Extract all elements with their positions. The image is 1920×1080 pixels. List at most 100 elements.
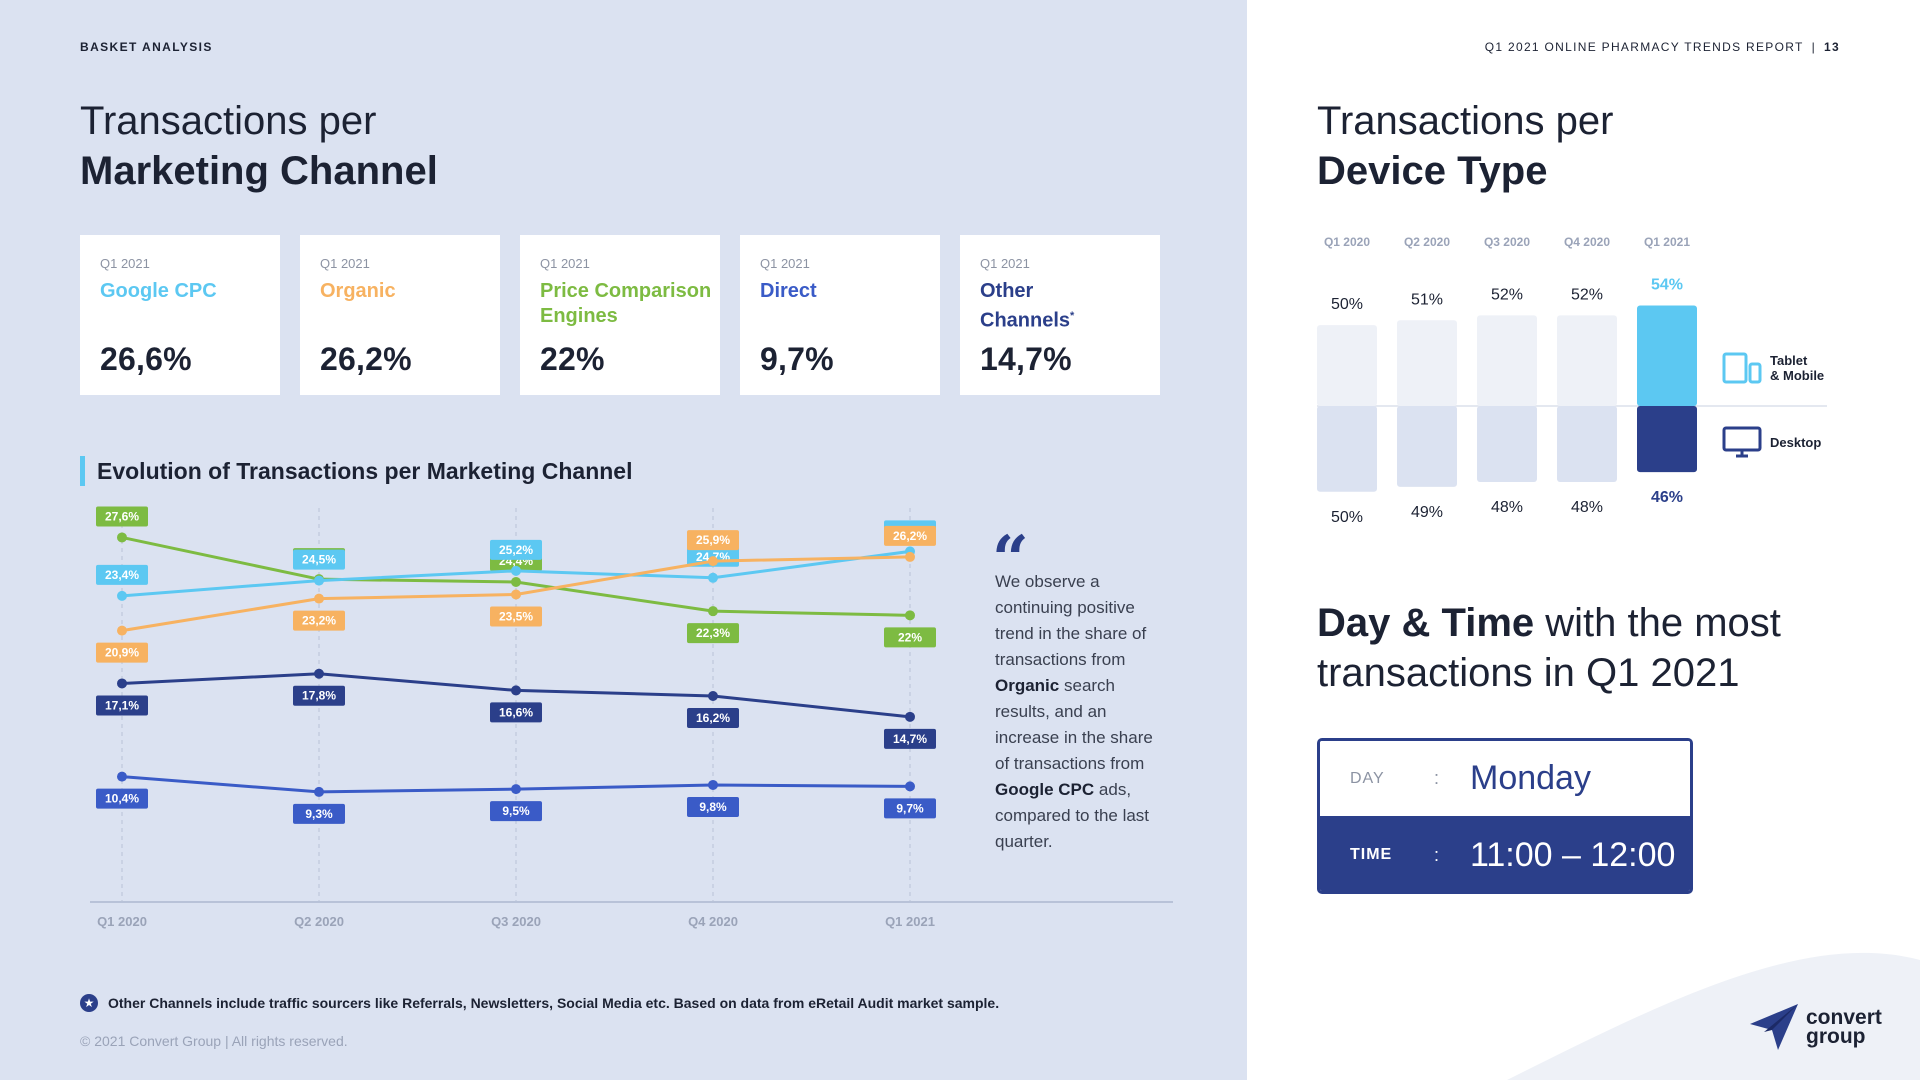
data-point xyxy=(117,771,127,782)
data-point xyxy=(511,784,521,795)
data-label: 23,2% xyxy=(293,610,345,631)
logo-text: convert group xyxy=(1806,1006,1882,1048)
data-point xyxy=(314,575,324,586)
data-label-text: 23,4% xyxy=(105,568,139,582)
category-label: Q2 2020 xyxy=(1404,235,1450,249)
data-label-bg xyxy=(293,685,345,706)
desktop-icon xyxy=(1722,426,1762,458)
bar-desktop xyxy=(1637,406,1697,473)
data-point xyxy=(314,593,324,604)
data-point xyxy=(708,556,718,567)
data-label-bg xyxy=(884,627,936,648)
quote-text: We observe a continuing positive trend i… xyxy=(995,569,1170,855)
data-label-bg xyxy=(687,623,739,644)
data-label-text: 20,9% xyxy=(105,646,139,660)
legend-label-2: & Mobile xyxy=(1770,368,1825,383)
report-separator: | xyxy=(1811,40,1817,54)
bar-desktop xyxy=(1477,406,1537,482)
data-label-text: 16,6% xyxy=(499,705,533,719)
data-label: 17,8% xyxy=(293,685,345,706)
data-label-bg xyxy=(293,549,345,570)
time-value: 11:00 – 12:00 xyxy=(1470,835,1676,874)
data-point xyxy=(905,551,915,562)
logo-line-2: group xyxy=(1806,1025,1866,1048)
footnote-text: Other Channels include traffic sourcers … xyxy=(108,995,1000,1011)
day-value: Monday xyxy=(1470,759,1591,797)
kpi-card-organic: Q1 2021 Organic 26,2% xyxy=(300,235,500,395)
data-label-text: 27,6% xyxy=(105,509,139,523)
data-label-bg xyxy=(490,539,542,560)
x-tick-label: Q1 2020 xyxy=(97,914,147,929)
data-label: 9,7% xyxy=(884,798,936,819)
data-label-bg xyxy=(884,525,936,546)
page-number: 13 xyxy=(1824,40,1840,54)
data-label-bg xyxy=(884,728,936,749)
bar-tablet-mobile xyxy=(1637,305,1697,406)
category-label: Q4 2020 xyxy=(1564,235,1610,249)
paper-plane-icon xyxy=(1750,1004,1798,1050)
card-value: 14,7% xyxy=(980,341,1072,377)
data-label-bg xyxy=(96,642,148,663)
convert-group-logo: convert group xyxy=(1748,1002,1882,1052)
report-title: Q1 2021 ONLINE PHARMACY TRENDS REPORT xyxy=(1484,40,1804,54)
data-label-text: 14,7% xyxy=(893,732,927,746)
daytime-title-bold: Day & Time xyxy=(1317,601,1535,645)
value-label-desktop: 50% xyxy=(1331,509,1363,526)
card-channel: Organic xyxy=(320,280,396,302)
data-point xyxy=(117,532,127,543)
value-label-tablet-mobile: 52% xyxy=(1491,286,1523,303)
data-label-text: 25,9% xyxy=(696,533,730,547)
quote-bold-organic: Organic xyxy=(995,676,1060,695)
data-point xyxy=(117,678,127,689)
day-label: DAY xyxy=(1350,769,1385,787)
quote-part: ads, compared to the last quarter. xyxy=(995,780,1150,851)
data-label-text: 26,2% xyxy=(893,529,927,543)
data-label-bg xyxy=(687,530,739,551)
data-point xyxy=(511,576,521,587)
value-label-desktop: 46% xyxy=(1651,489,1683,506)
x-tick-label: Q3 2020 xyxy=(491,914,541,929)
legend-label: Desktop xyxy=(1770,434,1822,450)
card-value: 26,2% xyxy=(320,341,412,377)
bar-tablet-mobile xyxy=(1557,315,1617,406)
kpi-card-direct: Q1 2021 Direct 9,7% xyxy=(740,235,940,395)
card-value: 26,6% xyxy=(100,341,192,377)
value-label-tablet-mobile: 52% xyxy=(1571,286,1603,303)
copyright: © 2021 Convert Group | All rights reserv… xyxy=(80,1033,348,1049)
data-label-bg xyxy=(96,564,148,585)
card-channel: Other Channels* xyxy=(980,279,1090,334)
left-panel xyxy=(0,0,1247,1080)
data-point xyxy=(314,786,324,797)
card-channel-footnote-mark: * xyxy=(1070,310,1075,322)
legend-tablet-mobile: Tablet & Mobile xyxy=(1722,352,1824,384)
data-label-bg xyxy=(687,796,739,817)
kpi-card-google-cpc: Q1 2021 Google CPC 26,6% xyxy=(80,235,280,395)
card-period: Q1 2021 xyxy=(540,256,590,271)
x-tick-label: Q1 2021 xyxy=(885,914,935,929)
data-label-bg xyxy=(884,798,936,819)
category-label: Q1 2020 xyxy=(1324,235,1370,249)
data-label: 23,4% xyxy=(96,564,148,585)
section-label: BASKET ANALYSIS xyxy=(80,40,213,54)
card-value: 9,7% xyxy=(760,341,834,377)
time-colon: : xyxy=(1434,844,1440,865)
data-point xyxy=(511,565,521,576)
value-label-desktop: 48% xyxy=(1491,499,1523,516)
data-label-bg xyxy=(96,788,148,809)
day-row: DAY : Monday xyxy=(1320,741,1690,816)
page-title-light: Transactions per xyxy=(80,99,377,143)
card-channel: Google CPC xyxy=(100,280,217,302)
logo-line-1: convert xyxy=(1806,1006,1882,1029)
data-label: 22,3% xyxy=(687,623,739,644)
data-label-bg xyxy=(293,803,345,824)
card-value: 22% xyxy=(540,341,605,377)
data-label-text: 10,4% xyxy=(105,792,139,806)
x-tick-label: Q4 2020 xyxy=(688,914,738,929)
category-label: Q1 2021 xyxy=(1644,235,1690,249)
marketing-channel-line-chart: Q1 2020 Q2 2020 Q3 2020 Q4 2020 Q1 2021 27,6%… xyxy=(90,506,1173,929)
card-period: Q1 2021 xyxy=(320,256,370,271)
data-label-bg xyxy=(96,695,148,716)
data-point xyxy=(117,590,127,601)
data-label: 26,2% xyxy=(884,525,936,546)
card-channel: Price Comparison Engines xyxy=(540,280,712,327)
